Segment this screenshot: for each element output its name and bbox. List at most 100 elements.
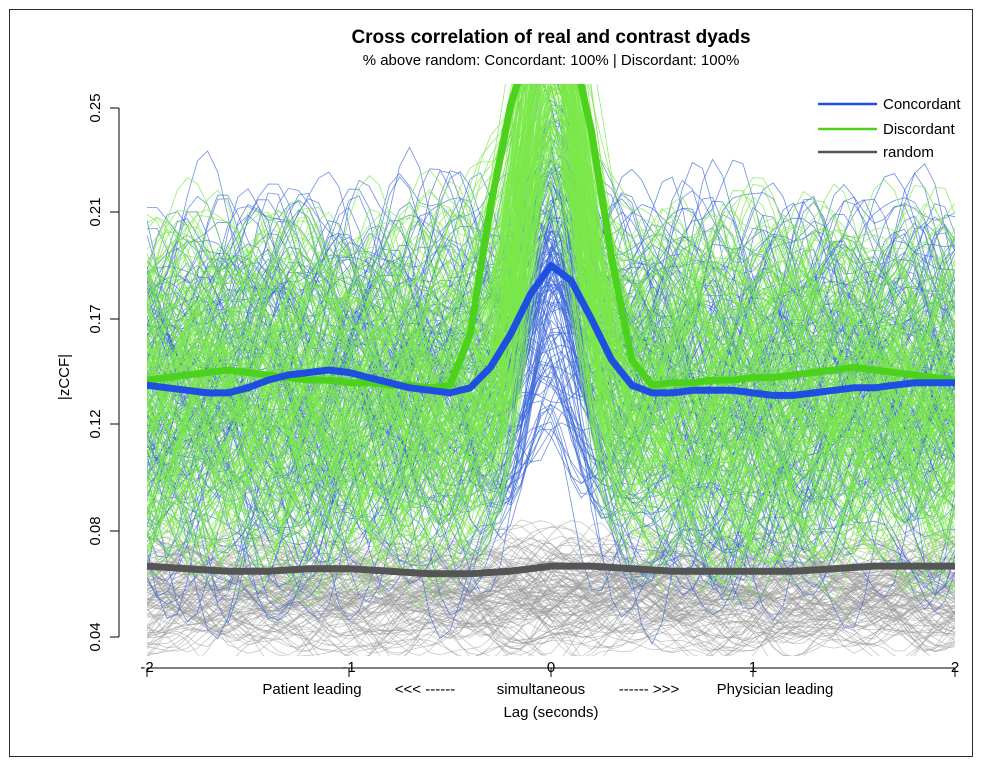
- x-tick-label: -2: [140, 659, 153, 676]
- dyad-line: [147, 84, 955, 500]
- dyad-line: [147, 161, 955, 536]
- dyad-line: [147, 551, 955, 639]
- dyad-line: [147, 84, 955, 602]
- dyad-line: [147, 115, 955, 564]
- dyad-line: [147, 168, 955, 578]
- legend: Concordant Discordant random: [818, 96, 961, 161]
- dyad-line: [147, 84, 955, 605]
- dyad-line: [147, 543, 955, 632]
- dyad-line: [147, 84, 955, 471]
- dyad-line: [147, 84, 955, 457]
- legend-label-random: random: [883, 144, 934, 161]
- dyad-line: [147, 554, 955, 634]
- dyad-line: [147, 84, 955, 588]
- y-tick-label: 0.12: [87, 409, 104, 438]
- left-arrow-label: <<< ------: [395, 681, 455, 698]
- dyad-line: [147, 84, 955, 553]
- dyad-line: [147, 136, 955, 570]
- x-axis-title: Lag (seconds): [503, 704, 598, 721]
- dyad-line: [147, 84, 955, 539]
- dyad-line: [147, 198, 955, 584]
- dyad-line: [147, 279, 955, 621]
- dyad-line: [147, 84, 955, 542]
- dyad-line: [147, 84, 955, 478]
- dyad-line: [147, 581, 955, 656]
- dyad-line: [147, 184, 955, 552]
- dyad-line: [147, 582, 931, 656]
- x-annotation: Patient leading <<< ------ simultaneous …: [262, 681, 833, 698]
- dyad-line: [147, 84, 955, 428]
- dyad-line: [147, 530, 955, 609]
- simultaneous-label: simultaneous: [497, 681, 585, 698]
- x-tick-label: 2: [951, 659, 959, 676]
- dyad-line: [147, 112, 955, 558]
- dyad-line: [147, 84, 955, 375]
- dyad-line: [147, 124, 955, 608]
- dyad-line: [147, 321, 955, 564]
- dyad-line: [147, 168, 955, 568]
- dyad-line: [147, 84, 955, 493]
- dyad-line: [147, 298, 955, 553]
- dyad-line: [147, 85, 955, 488]
- physician-leading-label: Physician leading: [717, 681, 834, 698]
- dyad-line: [147, 84, 955, 440]
- dyad-line: [147, 108, 955, 457]
- dyad-line: [147, 84, 955, 499]
- dyad-line: [147, 554, 955, 637]
- dyad-line: [147, 583, 955, 656]
- dyad-line: [147, 84, 955, 430]
- dyad-line: [147, 528, 955, 611]
- dyad-line: [147, 84, 955, 402]
- dyad-line: [147, 84, 955, 576]
- dyad-line: [147, 565, 955, 650]
- dyad-line: [147, 211, 955, 593]
- dyad-line: [147, 583, 955, 656]
- dyad-line: [147, 118, 955, 537]
- y-tick-label: 0.17: [87, 304, 104, 333]
- y-tick-label: 0.25: [87, 93, 104, 122]
- dyad-line: [147, 567, 955, 641]
- dyad-line: [147, 84, 955, 584]
- dyad-line: [147, 84, 955, 543]
- dyad-line: [147, 586, 955, 656]
- legend-label-discordant: Discordant: [883, 121, 956, 138]
- dyad-line: [147, 126, 955, 564]
- dyad-line: [147, 84, 955, 542]
- dyad-line: [147, 532, 955, 609]
- mean-line-concordant: [147, 262, 955, 399]
- dyad-line: [147, 84, 955, 465]
- y-tick-label: 0.04: [87, 622, 104, 651]
- dyad-line: [147, 580, 955, 656]
- x-ticks: -2 -1 0 1 2: [140, 659, 959, 677]
- dyad-line: [147, 84, 955, 478]
- x-tick-label: 1: [749, 659, 757, 676]
- dyad-line: [147, 84, 955, 518]
- mean-line-random: [147, 562, 955, 578]
- dyad-line: [147, 84, 955, 436]
- dyad-line: [147, 579, 955, 654]
- right-arrow-label: ------ >>>: [619, 681, 680, 698]
- x-tick-label: -1: [342, 659, 355, 676]
- dyad-line: [147, 84, 955, 433]
- dyad-line: [147, 84, 955, 439]
- dyad-line: [147, 84, 955, 477]
- dyad-line: [147, 84, 955, 418]
- dyad-line: [147, 84, 955, 584]
- dyad-line: [147, 84, 955, 596]
- y-axis-title: |zCCF|: [56, 354, 73, 400]
- dyad-line: [147, 84, 955, 447]
- dyad-line: [147, 160, 955, 440]
- y-ticks: 0.04 0.08 0.12 0.17 0.21 0.25: [87, 93, 119, 652]
- dyad-line: [147, 84, 955, 531]
- dyad-line: [147, 138, 955, 596]
- dyad-line: [147, 133, 955, 562]
- dyad-line: [147, 132, 955, 595]
- y-tick-label: 0.08: [87, 516, 104, 545]
- individual-dyad-lines: [147, 84, 955, 656]
- dyad-line: [147, 569, 955, 647]
- chart-title: Cross correlation of real and contrast d…: [351, 27, 750, 48]
- dyad-line: [147, 84, 955, 432]
- dyad-line: [147, 84, 955, 482]
- y-tick-label: 0.21: [87, 197, 104, 226]
